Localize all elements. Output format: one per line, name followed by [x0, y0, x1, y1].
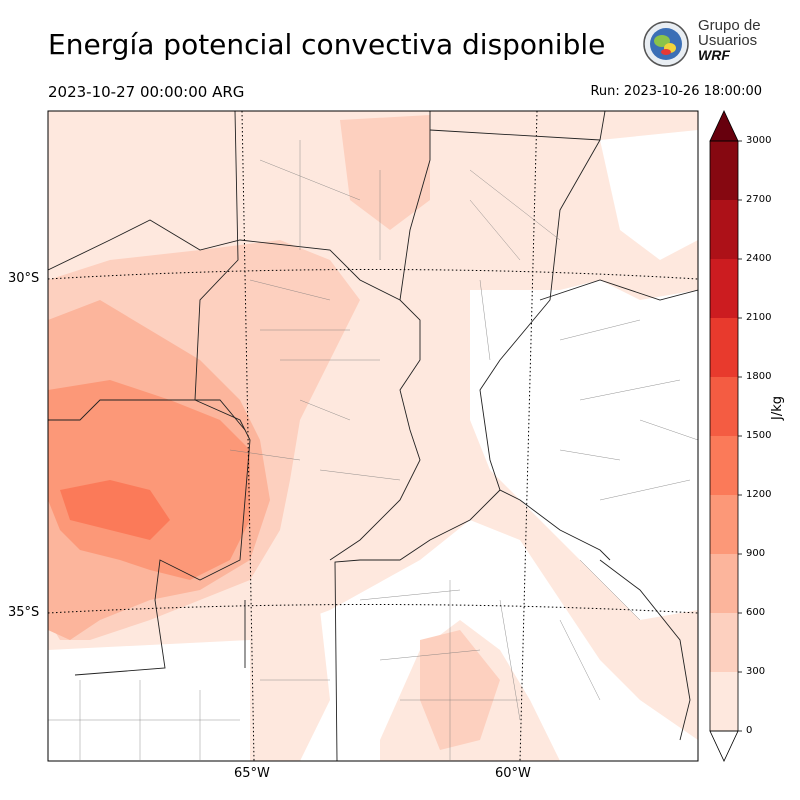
- zero-cape-area: [470, 280, 698, 620]
- wrf-logo: [643, 21, 689, 67]
- map-title: Energía potencial convectiva disponible: [48, 28, 606, 61]
- lon-label: 60°W: [495, 766, 531, 781]
- colorbar-segment: [710, 436, 738, 495]
- logo-text: Grupo de Usuarios WRF: [698, 17, 761, 63]
- cape-band-900: [48, 380, 250, 580]
- colorbar-segment: [710, 141, 738, 200]
- colorbar: [709, 110, 742, 762]
- map-frame: [47, 110, 699, 762]
- colorbar-tick-label: 1800: [746, 371, 772, 382]
- colorbar-segment: [710, 259, 738, 318]
- run-time: Run: 2023-10-26 18:00:00: [590, 84, 762, 99]
- zero-cape-area: [600, 130, 698, 260]
- colorbar-extend-min: [709, 730, 739, 762]
- lon-label: 65°W: [234, 766, 270, 781]
- colorbar-segment: [710, 318, 738, 377]
- longitude-line: [519, 111, 538, 761]
- colorbar-tick-label: 3000: [746, 135, 772, 146]
- colorbar-tick-label: 0: [746, 725, 753, 736]
- colorbar-segment: [710, 377, 738, 436]
- latitude-line: [48, 269, 698, 280]
- lat-label: 30°S: [8, 271, 40, 286]
- lat-label: 35°S: [8, 605, 40, 620]
- colorbar-tick-label: 900: [746, 548, 766, 559]
- colorbar-tick-label: 2700: [746, 194, 772, 205]
- colorbar-tick-label: 1200: [746, 489, 772, 500]
- colorbar-segment: [710, 554, 738, 613]
- latitude-line: [48, 604, 698, 614]
- valid-time: 2023-10-27 00:00:00 ARG: [48, 83, 245, 101]
- colorbar-segment: [710, 200, 738, 259]
- cape-band-300: [340, 115, 430, 230]
- zero-cape-area: [48, 520, 698, 761]
- colorbar-tick-label: 600: [746, 607, 766, 618]
- colorbar-segment: [710, 672, 738, 731]
- colorbar-extend-max: [709, 110, 739, 142]
- colorbar-tick-label: 1500: [746, 430, 772, 441]
- colorbar-tick-label: 300: [746, 666, 766, 677]
- colorbar-unit: J/kg: [770, 396, 785, 420]
- cape-band-1200: [60, 480, 170, 540]
- colorbar-segment: [710, 613, 738, 672]
- colorbar-tick-label: 2100: [746, 312, 772, 323]
- colorbar-segment: [710, 495, 738, 554]
- colorbar-tick-label: 2400: [746, 253, 772, 264]
- longitude-line: [241, 111, 255, 761]
